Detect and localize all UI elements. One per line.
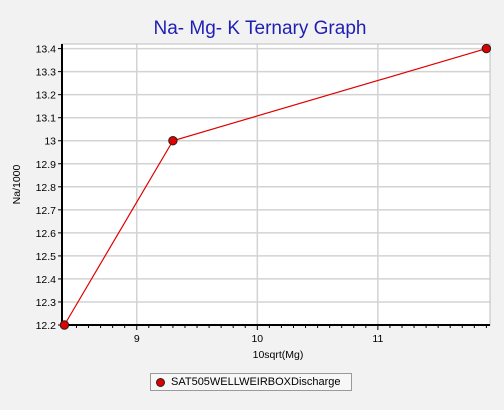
y-tick-label: 12.4 xyxy=(36,274,57,286)
legend-marker-icon xyxy=(156,377,165,387)
y-tick-label: 12.2 xyxy=(36,320,57,332)
y-tick-label: 13.3 xyxy=(36,67,57,79)
x-tick-label: 9 xyxy=(134,333,140,345)
y-tick-label: 12.6 xyxy=(36,228,57,240)
y-tick-label: 13.1 xyxy=(36,113,57,125)
chart-title: Na- Mg- K Ternary Graph xyxy=(154,18,367,39)
x-axis-label: 10sqrt(Mg) xyxy=(253,349,304,361)
y-tick-label: 12.7 xyxy=(36,205,57,217)
y-tick-label: 12.8 xyxy=(36,182,57,194)
plot-area xyxy=(62,44,490,325)
y-tick-label: 12.5 xyxy=(36,251,57,263)
y-tick-label: 12.3 xyxy=(36,297,57,309)
legend-label: SAT505WELLWEIRBOXDischarge xyxy=(171,376,341,388)
y-tick-label: 12.9 xyxy=(36,159,57,171)
y-tick-label: 13.4 xyxy=(36,44,57,56)
data-point xyxy=(59,320,70,330)
y-tick-label: 13.2 xyxy=(36,90,57,102)
y-tick-label: 13 xyxy=(44,136,56,148)
x-tick-label: 10 xyxy=(251,333,263,345)
y-axis-label: Na/1000 xyxy=(11,164,23,204)
x-tick-label: 11 xyxy=(372,333,383,345)
legend: SAT505WELLWEIRBOXDischarge xyxy=(150,373,352,391)
data-point xyxy=(481,43,492,54)
data-point xyxy=(168,136,178,146)
